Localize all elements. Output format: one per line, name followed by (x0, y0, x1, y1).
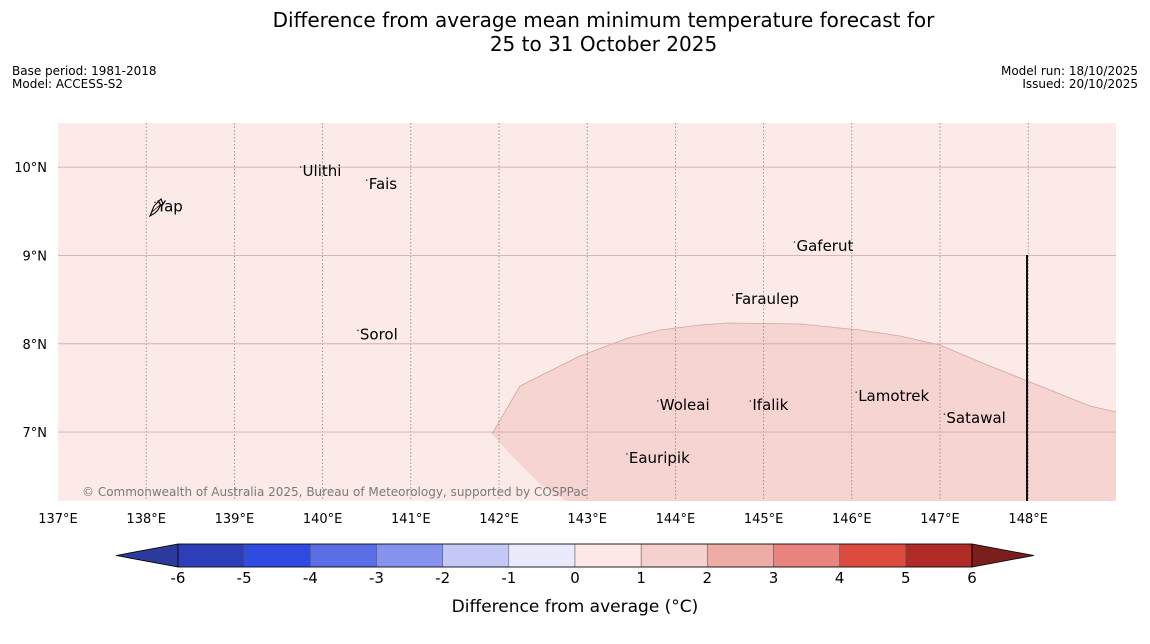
colorbar-segment (905, 543, 973, 568)
model-name: Model: ACCESS-S2 (12, 77, 124, 91)
colorbar-segment (376, 543, 443, 568)
latitude-tick-label: 10°N (14, 161, 47, 176)
longitude-tick-label: 145°E (744, 512, 784, 527)
longitude-tick-label: 146°E (832, 512, 872, 527)
colorbar-segment (442, 543, 510, 568)
longitude-tick-label: 137°E (38, 512, 78, 527)
place-ulithi: Ulithi (299, 162, 342, 180)
place-lamotrek: Lamotrek (855, 387, 929, 405)
colorbar: -6 -5 -4 -3 -2 -1 0 1 2 3 4 5 6 (115, 543, 1035, 587)
colorbar-segment (574, 543, 642, 568)
place-label: Sorol (360, 325, 398, 343)
title-line-2: 25 to 31 October 2025 (489, 32, 718, 56)
island-dot (943, 413, 946, 416)
map-grid (58, 123, 1116, 501)
colorbar-tick-label: -2 (435, 569, 450, 587)
longitude-tick-label: 144°E (656, 512, 696, 527)
anomaly-contour (491, 322, 1117, 435)
colorbar-tick-label: 4 (835, 569, 845, 587)
yap-coastline-inner (151, 204, 161, 213)
place-satawal: Satawal (943, 409, 1006, 427)
latitude-tick-label: 7°N (23, 426, 48, 441)
colorbar-segment (839, 543, 907, 568)
place-eauripik: Eauripik (626, 449, 690, 467)
island-dot (365, 179, 368, 182)
longitude-tick-label: 143°E (567, 512, 607, 527)
place-yap: Yap (154, 197, 183, 215)
meta-left: Base period: 1981-2018 Model: ACCESS-S2 (12, 65, 157, 91)
island-dot (299, 166, 302, 168)
chart-title: Difference from average mean minimum tem… (0, 8, 1150, 56)
place-label: Ifalik (752, 396, 788, 414)
colorbar-segment (243, 543, 311, 568)
place-label: Fais (369, 175, 398, 193)
island-dot (749, 400, 752, 402)
latitude-tick-label: 8°N (23, 338, 48, 353)
colorbar-segment (177, 543, 245, 568)
model-run: Model run: 18/10/2025 (1000, 64, 1138, 78)
island-dot (731, 294, 734, 296)
place-label: Gaferut (796, 237, 853, 255)
longitude-tick-label: 139°E (215, 512, 255, 527)
island-dot (154, 201, 156, 204)
place-gaferut: Gaferut (793, 237, 853, 255)
colorbar-segment (310, 543, 377, 568)
latitude-labels: 10°N 9°N 8°N 7°N (14, 161, 47, 441)
issued-date: Issued: 20/10/2025 (1022, 77, 1138, 91)
longitude-tick-label: 147°E (920, 512, 960, 527)
colorbar-segment (640, 543, 708, 568)
colorbar-tick-label: 5 (901, 569, 911, 587)
colorbar-segment (773, 543, 840, 568)
island-dot (656, 400, 659, 402)
colorbar-tick-label: 0 (570, 569, 580, 587)
place-label: Woleai (660, 396, 710, 414)
colorbar-tick-label: 1 (636, 569, 646, 587)
yap-coastline (148, 198, 164, 218)
place-faraulep: Faraulep (731, 290, 799, 308)
meta-right: Model run: 18/10/2025 Issued: 20/10/2025 (1001, 65, 1138, 91)
base-period: Base period: 1981-2018 (12, 64, 157, 78)
copyright-text: © Commonwealth of Australia 2025, Bureau… (82, 485, 587, 499)
place-label: Lamotrek (858, 387, 929, 405)
place-ifalik: Ifalik (749, 396, 789, 414)
island-dot (793, 241, 796, 243)
longitude-labels: 137°E 138°E 139°E 140°E 141°E 142°E 143°E 144°E… (38, 512, 1048, 527)
place-woleai: Woleai (656, 396, 710, 414)
colorbar-extend-low (115, 543, 179, 568)
island-dot (626, 453, 628, 455)
place-sorol: Sorol (357, 325, 398, 343)
colorbar-extend-high (971, 543, 1035, 568)
latitude-tick-label: 9°N (23, 249, 48, 264)
longitude-tick-label: 140°E (303, 512, 343, 527)
colorbar-tick-label: -6 (171, 569, 186, 587)
colorbar-tick-label: 3 (769, 569, 779, 587)
anomaly-1-to-2-area (492, 323, 1116, 501)
colorbar-tick-label: -5 (237, 569, 252, 587)
island-dot (855, 391, 858, 393)
place-label: Ulithi (303, 162, 342, 180)
colorbar-tick-label: -3 (369, 569, 384, 587)
colorbar-segment (508, 543, 576, 568)
longitude-tick-label: 138°E (126, 512, 166, 527)
place-label: Yap (156, 197, 183, 215)
title-line-1: Difference from average mean minimum tem… (272, 8, 935, 32)
colorbar-title: Difference from average (°C) (452, 597, 699, 617)
colorbar-outline (177, 543, 973, 568)
colorbar-segment (707, 543, 774, 568)
colorbar-tick-label: 2 (703, 569, 713, 587)
place-fais: Fais (365, 175, 398, 193)
colorbar-tick-label: -1 (501, 569, 516, 587)
longitude-tick-label: 148°E (1008, 512, 1048, 527)
place-label: Eauripik (629, 449, 690, 467)
longitude-tick-label: 142°E (479, 512, 519, 527)
island-dot (357, 329, 359, 332)
place-label: Faraulep (735, 290, 799, 308)
place-labels: Ulithi Fais Yap Gaferut Faraulep Sorol Lamotre… (154, 162, 1006, 467)
longitude-tick-label: 141°E (391, 512, 431, 527)
colorbar-tick-label: 6 (967, 569, 977, 587)
colorbar-tick-label: -4 (303, 569, 318, 587)
place-label: Satawal (946, 409, 1005, 427)
